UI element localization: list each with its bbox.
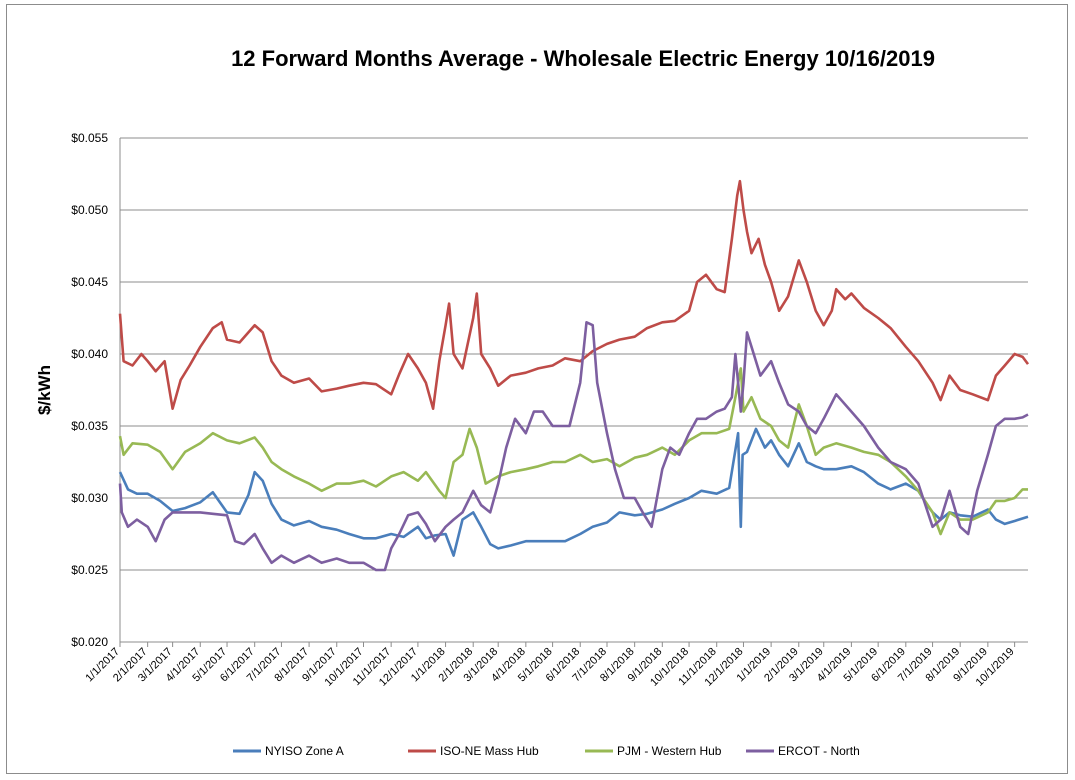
x-axis: 1/1/20172/1/20173/1/20174/1/20175/1/2017… (83, 138, 1028, 689)
legend-label-nyiso-zone-a: NYISO Zone A (265, 744, 344, 758)
legend: NYISO Zone A ISO-NE Mass Hub PJM - Western… (233, 744, 860, 758)
legend-label-iso-ne-mass-hub: ISO-NE Mass Hub (440, 744, 539, 758)
y-axis-label: $/kWh (35, 365, 54, 415)
y-tick-label: $0.020 (71, 635, 108, 649)
y-tick-label: $0.050 (71, 203, 108, 217)
series-line-nyiso-zone-a (118, 427, 1029, 557)
y-tick-label: $0.035 (71, 419, 108, 433)
y-tick-label: $0.025 (71, 563, 108, 577)
series-line-pjm-western-hub (118, 367, 1028, 536)
legend-label-ercot-north: ERCOT - North (778, 744, 860, 758)
series-line-iso-ne-mass-hub (118, 179, 1030, 410)
y-tick-label: $0.055 (71, 131, 108, 145)
series-lines (118, 179, 1030, 572)
chart-title: 12 Forward Months Average - Wholesale El… (231, 46, 935, 71)
chart-frame (6, 4, 1068, 774)
y-tick-label: $0.045 (71, 275, 108, 289)
gridlines (120, 137, 1028, 643)
legend-label-pjm-western-hub: PJM - Western Hub (617, 744, 722, 758)
y-tick-label: $0.030 (71, 491, 108, 505)
y-tick-labels: $0.020 $0.025 $0.030 $0.035 $0.040 $0.045 $0.0… (71, 131, 108, 649)
y-tick-label: $0.040 (71, 347, 108, 361)
series-line-ercot-north (118, 321, 1029, 572)
